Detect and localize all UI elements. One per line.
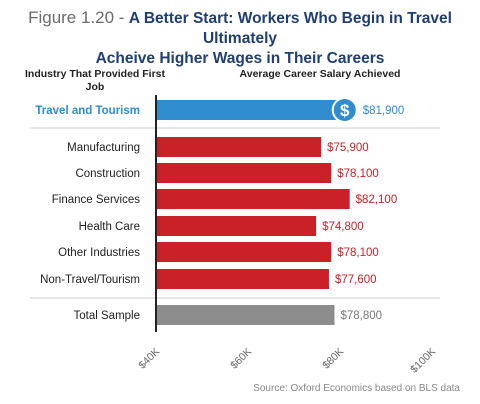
value-label-1: $75,900 [327,142,369,154]
bar-4 [156,216,317,236]
bar-5 [156,242,332,262]
value-label-7: $78,800 [340,310,382,322]
value-label-2: $78,100 [337,168,379,180]
title-line-2: Acheive Higher Wages in Their Careers [95,50,385,67]
category-label-1: Manufacturing [67,142,140,154]
svg-text:$: $ [340,101,350,120]
value-label-3: $82,100 [356,194,398,206]
bar-1 [156,137,322,157]
industry-header: Industry That Provided First Job [24,68,166,93]
bar-7 [156,305,335,325]
bar-2 [156,163,332,183]
source-note: Source: Oxford Economics based on BLS da… [253,383,460,394]
value-label-6: $77,600 [335,274,377,286]
category-label-4: Health Care [79,221,140,233]
figure-label: Figure 1.20 - [28,8,125,27]
value-label-5: $78,100 [337,247,379,259]
chart-title: Figure 1.20 - A Better Start: Workers Wh… [10,8,470,69]
value-label-0: $81,900 [363,105,405,117]
bar-0 [156,100,349,120]
x-tick-label-3: $100K [408,346,438,376]
category-label-6: Non-Travel/Tourism [40,274,140,286]
bar-3 [156,189,350,209]
category-label-5: Other Industries [58,247,140,259]
value-label-4: $74,800 [322,221,364,233]
title-line-1: A Better Start: Workers Who Begin in Tra… [128,10,452,47]
x-tick-label-0: $40K [136,346,162,372]
x-tick-label-2: $80K [320,346,346,372]
category-label-3: Finance Services [52,194,140,206]
category-label-7: Total Sample [74,310,140,322]
category-label-2: Construction [75,168,140,180]
dollar-circle-icon: $ [331,97,358,123]
category-label-0: Travel and Tourism [35,105,140,117]
x-tick-label-1: $60K [228,346,254,372]
salary-header: Average Career Salary Achieved [239,68,401,80]
bar-6 [156,269,329,289]
